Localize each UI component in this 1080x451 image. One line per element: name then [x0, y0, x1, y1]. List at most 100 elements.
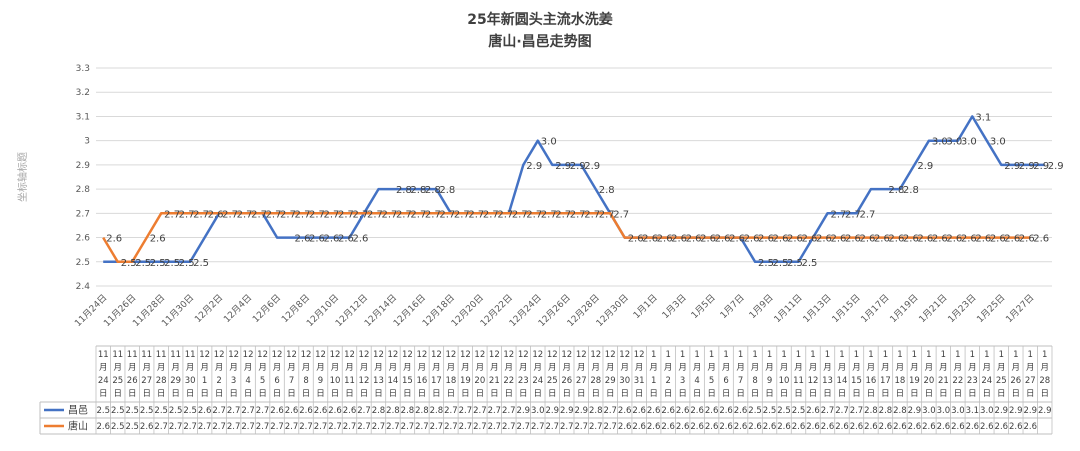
- table-date-cell: 日: [823, 389, 832, 399]
- table-value-cell: 2.7: [357, 422, 371, 432]
- table-value-cell: 2.7: [560, 422, 574, 432]
- data-label: 2.6: [1004, 234, 1020, 245]
- table-date-cell: 日: [562, 389, 571, 399]
- data-label: 2.7: [179, 209, 195, 220]
- table-date-cell: 27: [1025, 376, 1036, 386]
- table-date-cell: 日: [287, 389, 296, 399]
- table-value-cell: 2.7: [198, 422, 212, 432]
- table-value-cell: 2.8: [372, 406, 386, 416]
- data-label: 3.0: [961, 137, 977, 148]
- data-label: 2.7: [425, 209, 441, 220]
- data-label: 2.7: [497, 209, 513, 220]
- table-value-cell: 2.7: [299, 422, 313, 432]
- table-date-cell: 9: [767, 376, 772, 386]
- table-value-cell: 2.7: [574, 422, 588, 432]
- table-date-cell: 12: [243, 350, 254, 360]
- table-date-cell: 14: [388, 376, 399, 386]
- data-label: 2.6: [903, 234, 919, 245]
- chart-title: 25年新圆头主流水洗姜: [467, 11, 612, 28]
- table-date-cell: 日: [896, 389, 905, 399]
- data-label: 2.6: [802, 234, 818, 245]
- data-label: 2.7: [410, 209, 426, 220]
- table-value-cell: 2.6: [198, 406, 212, 416]
- table-value-cell: 2.5: [96, 406, 110, 416]
- data-label: 2.8: [425, 185, 441, 196]
- data-label: 2.7: [541, 209, 557, 220]
- table-value-cell: 2.7: [488, 406, 502, 416]
- data-label: 2.7: [338, 209, 354, 220]
- table-date-cell: 6: [274, 376, 279, 386]
- table-value-cell: 2.6: [690, 406, 704, 416]
- table-date-cell: 12: [359, 376, 370, 386]
- data-label: 2.5: [179, 258, 195, 269]
- data-label: 2.8: [410, 185, 426, 196]
- table-value-cell: 2.5: [183, 406, 197, 416]
- table-date-cell: 日: [751, 389, 760, 399]
- table-date-cell: 26: [561, 376, 572, 386]
- table-date-cell: 11: [170, 350, 181, 360]
- table-value-cell: 2.7: [459, 422, 473, 432]
- data-label: 2.6: [657, 234, 673, 245]
- data-label: 2.6: [874, 234, 890, 245]
- table-value-cell: 2.7: [502, 422, 516, 432]
- data-label: 2.8: [439, 185, 455, 196]
- table-date-cell: 10: [330, 376, 341, 386]
- table-date-cell: 月: [476, 363, 485, 373]
- table-value-cell: 2.6: [661, 406, 675, 416]
- table-date-cell: 月: [142, 363, 151, 373]
- table-date-cell: 28: [590, 376, 601, 386]
- table-date-cell: 18: [445, 376, 456, 386]
- table-date-cell: 月: [896, 363, 905, 373]
- table-date-cell: 月: [360, 363, 369, 373]
- data-label: 2.6: [961, 234, 977, 245]
- data-label: 2.7: [193, 209, 209, 220]
- legend-label-0: 昌邑: [68, 405, 88, 417]
- data-label: 2.7: [309, 209, 325, 220]
- data-label: 2.7: [222, 209, 238, 220]
- table-value-cell: 2.6: [705, 406, 719, 416]
- table-date-cell: 月: [910, 363, 919, 373]
- data-label: 2.7: [830, 209, 846, 220]
- table-date-cell: 22: [503, 376, 514, 386]
- data-label: 2.8: [903, 185, 919, 196]
- table-date-cell: 日: [606, 389, 615, 399]
- table-date-cell: 1: [825, 350, 830, 360]
- table-value-cell: 2.7: [415, 422, 429, 432]
- y-tick-label: 3: [84, 137, 90, 147]
- table-date-cell: 日: [186, 389, 195, 399]
- table-date-cell: 14: [837, 376, 848, 386]
- table-date-cell: 17: [880, 376, 891, 386]
- table-value-cell: 2.5: [792, 406, 806, 416]
- table-value-cell: 2.8: [589, 406, 603, 416]
- table-date-cell: 日: [142, 389, 151, 399]
- data-label: 2.9: [1019, 161, 1035, 172]
- table-date-cell: 日: [519, 389, 528, 399]
- table-date-cell: 3: [231, 376, 236, 386]
- data-label: 2.9: [1004, 161, 1020, 172]
- table-date-cell: 月: [925, 363, 934, 373]
- table-value-cell: 2.6: [270, 406, 284, 416]
- table-date-cell: 月: [258, 363, 267, 373]
- table-date-cell: 18: [894, 376, 905, 386]
- table-date-cell: 月: [490, 363, 499, 373]
- table-date-cell: 日: [389, 389, 398, 399]
- table-date-cell: 16: [866, 376, 877, 386]
- table-date-cell: 11: [127, 350, 138, 360]
- table-date-cell: 日: [635, 389, 644, 399]
- table-value-cell: 2.6: [299, 406, 313, 416]
- data-label: 2.6: [917, 234, 933, 245]
- table-date-cell: 日: [794, 389, 803, 399]
- table-value-cell: 2.6: [777, 422, 791, 432]
- table-date-cell: 8: [303, 376, 308, 386]
- table-date-cell: 1: [970, 350, 975, 360]
- table-value-cell: 2.7: [502, 406, 516, 416]
- table-date-cell: 12: [503, 350, 514, 360]
- y-tick-label: 2.5: [76, 258, 90, 268]
- table-value-cell: 2.5: [748, 406, 762, 416]
- data-label: 2.9: [917, 161, 933, 172]
- table-date-cell: 12: [576, 350, 587, 360]
- table-value-cell: 3.1: [966, 406, 980, 416]
- table-date-cell: 日: [722, 389, 731, 399]
- table-date-cell: 25: [112, 376, 123, 386]
- table-value-cell: 2.6: [908, 422, 922, 432]
